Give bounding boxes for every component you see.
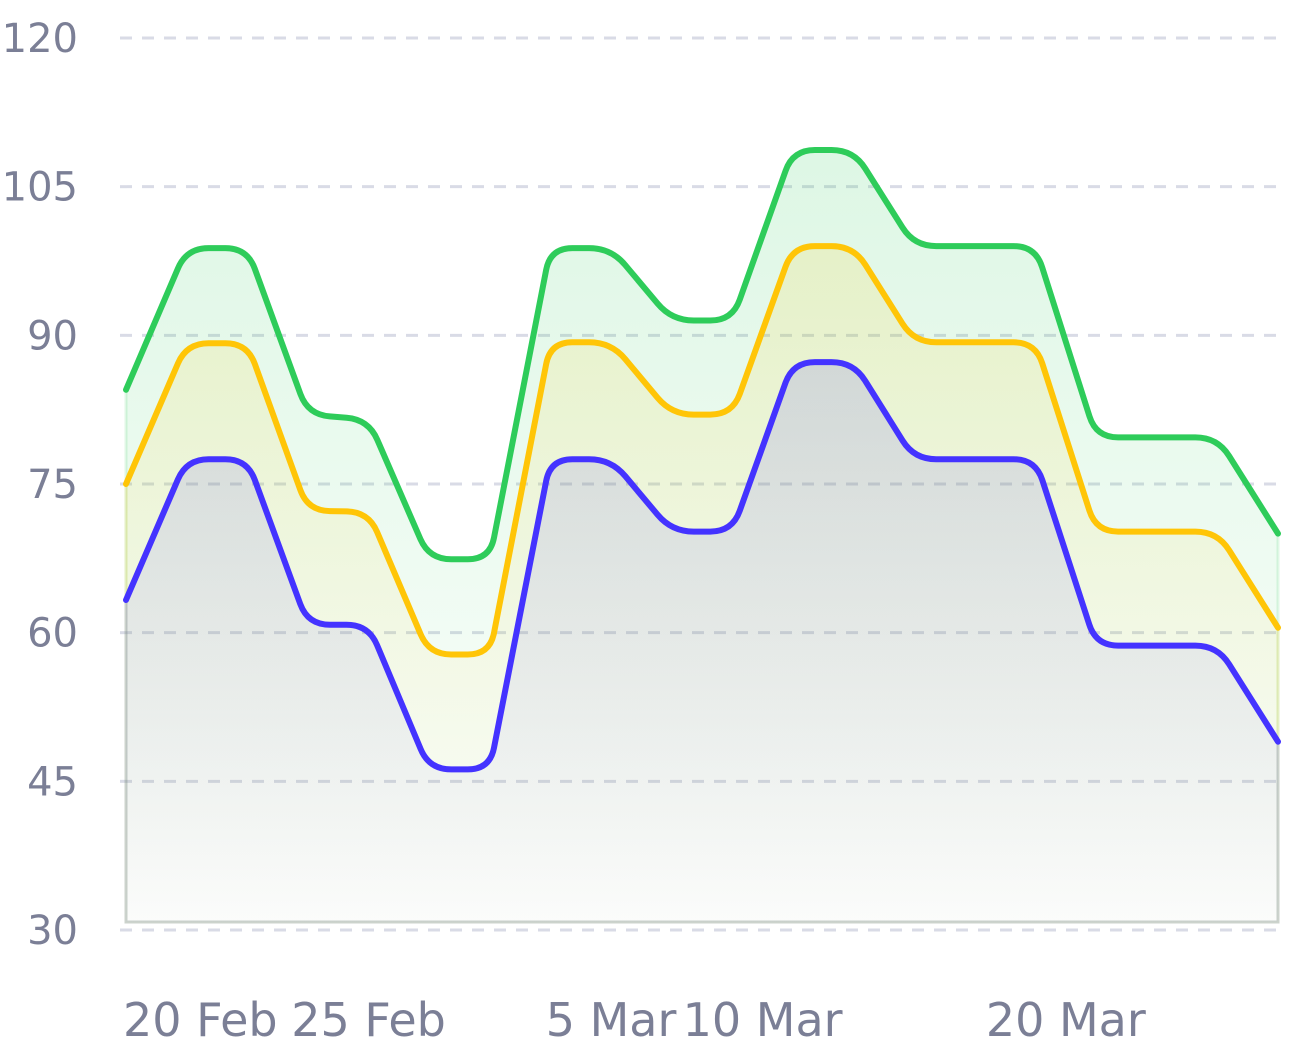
y-tick-label-105: 105 — [2, 165, 78, 211]
series-line-1 — [123, 243, 1281, 658]
x-tick-label-25-feb: 25 Feb — [291, 993, 446, 1047]
y-tick-label-30: 30 — [27, 908, 78, 954]
y-tick-label-60: 60 — [27, 611, 78, 657]
series-line-0 — [123, 147, 1281, 563]
y-tick-label-90: 90 — [27, 313, 78, 359]
x-tick-label-20-feb: 20 Feb — [123, 993, 278, 1047]
x-tick-label-20-mar: 20 Mar — [986, 993, 1146, 1047]
y-tick-label-75: 75 — [27, 462, 78, 508]
x-tick-label-10-mar: 10 Mar — [683, 993, 843, 1047]
x-tick-label-5-mar: 5 Mar — [546, 993, 677, 1047]
y-tick-label-120: 120 — [2, 16, 78, 62]
series-line-2 — [123, 359, 1281, 773]
y-tick-label-45: 45 — [27, 759, 78, 805]
